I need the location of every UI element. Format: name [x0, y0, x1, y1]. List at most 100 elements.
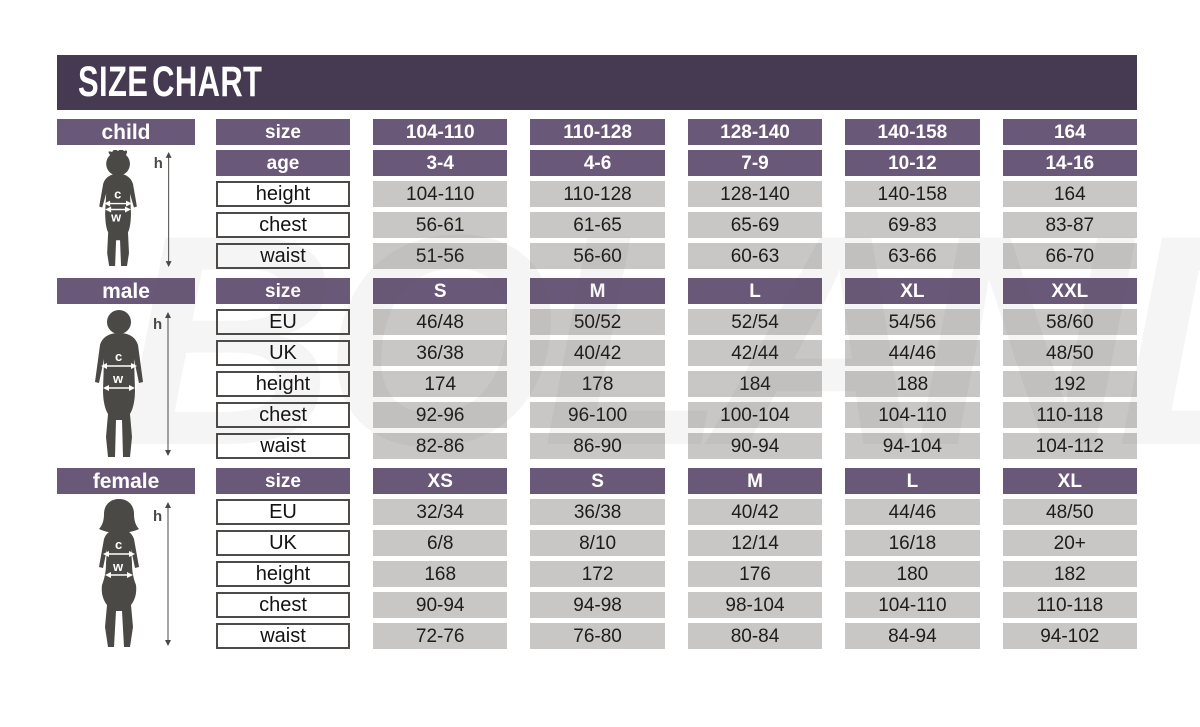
value-cell: 104-110 [373, 181, 508, 207]
header-cell: L [845, 468, 980, 494]
value-cell: 90-94 [373, 592, 508, 618]
header-cell: 4-6 [530, 150, 665, 176]
header-cell: XL [1002, 468, 1137, 494]
section-label-male: male [57, 278, 195, 304]
height-arrow-label: h [153, 316, 162, 333]
header-cell: M [530, 278, 665, 304]
value-cell: 178 [530, 371, 665, 397]
value-cell: 6/8 [373, 530, 508, 556]
value-cell: 63-66 [845, 243, 980, 269]
header-cell: 14-16 [1002, 150, 1137, 176]
value-cell: 51-56 [373, 243, 508, 269]
value-cell: 32/34 [373, 499, 508, 525]
value-cell: 66-70 [1002, 243, 1137, 269]
child-figure-icon: h c w [57, 150, 195, 269]
value-cell: 174 [373, 371, 508, 397]
value-cell: 50/52 [530, 309, 665, 335]
value-cell: 52/54 [687, 309, 823, 335]
value-cell: 86-90 [530, 433, 665, 459]
value-cell: 60-63 [687, 243, 823, 269]
header-cell: XL [845, 278, 980, 304]
section-label-child: child [57, 119, 195, 145]
value-cell: 40/42 [530, 340, 665, 366]
value-cell: 44/46 [845, 499, 980, 525]
value-cell: 140-158 [845, 181, 980, 207]
header-cell: 140-158 [845, 119, 980, 145]
header-cell: S [530, 468, 665, 494]
header-cell: S [373, 278, 508, 304]
value-cell: 96-100 [530, 402, 665, 428]
row-label-chest: chest [216, 212, 350, 238]
title-bar: SIZE CHART [57, 55, 1137, 110]
value-cell: 82-86 [373, 433, 508, 459]
header-cell: 104-110 [373, 119, 508, 145]
value-cell: 42/44 [687, 340, 823, 366]
row-label-size: size [216, 468, 350, 494]
value-cell: 180 [845, 561, 980, 587]
waist-arrow-label: w [112, 371, 124, 386]
female-table: size XS S M L XL EU 32/34 36/38 40/42 44/46 48/50 UK… [216, 468, 1137, 649]
value-cell: 110-118 [1002, 402, 1137, 428]
value-cell: 176 [687, 561, 823, 587]
value-cell: 84-94 [845, 623, 980, 649]
value-cell: 76-80 [530, 623, 665, 649]
header-cell: XS [373, 468, 508, 494]
value-cell: 188 [845, 371, 980, 397]
value-cell: 164 [1002, 181, 1137, 207]
value-cell: 46/48 [373, 309, 508, 335]
value-cell: 94-102 [1002, 623, 1137, 649]
header-cell: L [687, 278, 823, 304]
value-cell: 104-112 [1002, 433, 1137, 459]
header-cell: XXL [1002, 278, 1137, 304]
row-label-size: size [216, 119, 350, 145]
value-cell: 36/38 [373, 340, 508, 366]
chest-arrow-label: c [115, 537, 122, 552]
value-cell: 192 [1002, 371, 1137, 397]
value-cell: 20+ [1002, 530, 1137, 556]
header-cell: 3-4 [373, 150, 508, 176]
row-label-age: age [216, 150, 350, 176]
section-child: child h c [57, 119, 1137, 269]
value-cell: 8/10 [530, 530, 665, 556]
value-cell: 110-128 [530, 181, 665, 207]
value-cell: 92-96 [373, 402, 508, 428]
row-label-waist: waist [216, 433, 350, 459]
header-cell: 110-128 [530, 119, 665, 145]
height-arrow-label: h [154, 156, 163, 172]
row-label-height: height [216, 561, 350, 587]
value-cell: 172 [530, 561, 665, 587]
value-cell: 48/50 [1002, 340, 1137, 366]
chest-arrow-label: c [114, 187, 121, 202]
row-label-height: height [216, 371, 350, 397]
value-cell: 65-69 [687, 212, 823, 238]
header-cell: 7-9 [687, 150, 823, 176]
value-cell: 104-110 [845, 592, 980, 618]
value-cell: 48/50 [1002, 499, 1137, 525]
value-cell: 36/38 [530, 499, 665, 525]
row-label-uk: UK [216, 530, 350, 556]
row-label-chest: chest [216, 402, 350, 428]
section-male: male h c w size [57, 278, 1137, 459]
child-table: size 104-110 110-128 128-140 140-158 164 age 3-… [216, 119, 1137, 269]
male-figure-icon: h c w [57, 309, 195, 459]
section-child-left-column: child h c [57, 119, 195, 269]
row-label-waist: waist [216, 623, 350, 649]
value-cell: 80-84 [687, 623, 823, 649]
header-cell: M [687, 468, 823, 494]
waist-arrow-label: w [110, 209, 122, 224]
value-cell: 128-140 [687, 181, 823, 207]
value-cell: 61-65 [530, 212, 665, 238]
value-cell: 94-98 [530, 592, 665, 618]
value-cell: 54/56 [845, 309, 980, 335]
row-label-waist: waist [216, 243, 350, 269]
row-label-size: size [216, 278, 350, 304]
section-female: female h c w si [57, 468, 1137, 649]
value-cell: 16/18 [845, 530, 980, 556]
value-cell: 104-110 [845, 402, 980, 428]
row-label-height: height [216, 181, 350, 207]
section-male-left-column: male h c w [57, 278, 195, 459]
value-cell: 184 [687, 371, 823, 397]
value-cell: 182 [1002, 561, 1137, 587]
header-cell: 10-12 [845, 150, 980, 176]
value-cell: 98-104 [687, 592, 823, 618]
